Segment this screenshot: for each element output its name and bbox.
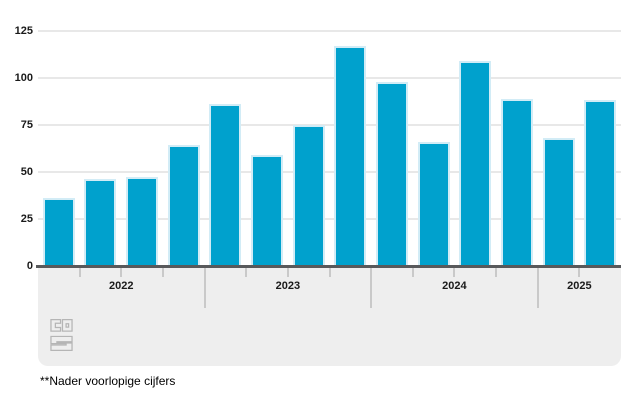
y-tick-label: 25 bbox=[20, 212, 33, 225]
year-label: 2025 bbox=[567, 280, 592, 292]
bar[interactable] bbox=[42, 197, 75, 266]
axis-tick bbox=[495, 268, 498, 277]
x-axis-line bbox=[36, 265, 621, 268]
axis-tick bbox=[120, 268, 123, 277]
axis-tick bbox=[578, 268, 581, 277]
bar[interactable] bbox=[167, 145, 200, 266]
bar[interactable] bbox=[417, 141, 450, 266]
axis-tick bbox=[453, 268, 456, 277]
axis-tick bbox=[203, 268, 206, 308]
bar[interactable] bbox=[459, 61, 492, 266]
bar[interactable] bbox=[334, 46, 367, 266]
gridline bbox=[38, 76, 621, 79]
axis-tick bbox=[161, 268, 164, 277]
gridline bbox=[38, 170, 621, 173]
bar[interactable] bbox=[584, 100, 617, 266]
axis-tick bbox=[286, 268, 289, 277]
year-label: 2022 bbox=[109, 280, 134, 292]
bar[interactable] bbox=[500, 98, 533, 266]
x-axis-band: 2022 2023 2024 2025 bbox=[38, 268, 621, 366]
year-label: 2024 bbox=[442, 280, 467, 292]
bar[interactable] bbox=[209, 104, 242, 266]
gridline bbox=[38, 30, 621, 32]
footnote: **Nader voorlopige cijfers bbox=[40, 374, 176, 388]
bar[interactable] bbox=[542, 137, 575, 266]
bar[interactable] bbox=[375, 81, 408, 266]
axis-tick bbox=[245, 268, 248, 277]
axis-tick bbox=[78, 268, 81, 277]
axis-tick bbox=[411, 268, 414, 277]
bar[interactable] bbox=[126, 177, 159, 266]
axis-tick bbox=[370, 268, 373, 308]
y-tick-label: 75 bbox=[20, 118, 33, 131]
y-tick-label: 125 bbox=[14, 25, 33, 37]
axis-tick bbox=[536, 268, 539, 308]
y-tick-label: 0 bbox=[26, 259, 33, 272]
gridline bbox=[38, 217, 621, 220]
year-label: 2023 bbox=[275, 280, 301, 292]
y-tick-label: 50 bbox=[20, 165, 33, 178]
y-tick-label: 100 bbox=[14, 71, 33, 84]
axis-tick bbox=[328, 268, 331, 277]
bar[interactable] bbox=[292, 124, 325, 266]
gridline bbox=[38, 123, 621, 126]
bar[interactable] bbox=[84, 179, 117, 266]
bar[interactable] bbox=[251, 154, 284, 266]
cbs-logo-icon bbox=[50, 319, 73, 351]
